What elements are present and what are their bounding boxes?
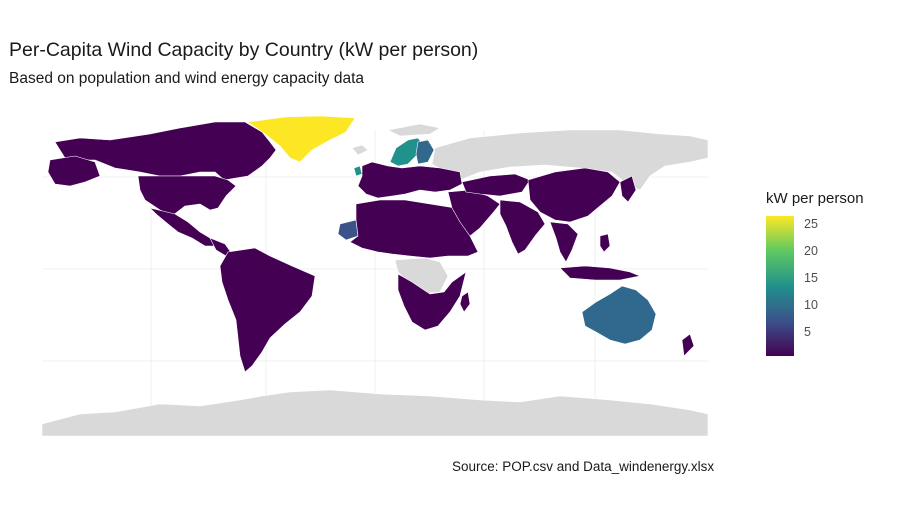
map-region-indonesia: [559, 265, 641, 281]
map-region-greenland: [247, 115, 356, 163]
map-region-philippines: [599, 233, 611, 253]
map-region-western-europe: [357, 161, 463, 199]
legend-tick-mark: [794, 277, 799, 279]
source-caption: Source: POP.csv and Data_windenergy.xlsx: [452, 459, 715, 474]
map-region-madagascar: [459, 291, 471, 313]
map-region-antarctica: [41, 389, 709, 437]
map-region-usa: [137, 175, 237, 217]
map-region-mexico: [149, 207, 216, 247]
legend-tick-label: 5: [804, 324, 811, 339]
map-region-svalbard: [387, 123, 441, 137]
map-region-russia: [431, 129, 709, 191]
legend-tick-label: 20: [804, 244, 818, 258]
map-region-new-zealand: [681, 333, 695, 357]
map-region-japan: [619, 175, 637, 203]
map-region-southern-africa: [397, 271, 467, 331]
map-region-alaska: [47, 155, 101, 187]
legend-tick-label: 10: [804, 297, 818, 312]
legend-tick-label: 15: [804, 270, 818, 285]
map-region-western-sahara: [337, 219, 359, 241]
map-region-north-africa: [349, 199, 479, 259]
legend-tick-label: 25: [804, 217, 818, 232]
map-region-central-asia: [461, 173, 531, 197]
map-region-ireland: [353, 165, 363, 177]
legend-title: kW per person: [766, 190, 864, 207]
map-region-southeast-asia: [549, 221, 579, 263]
map-region-canada: [54, 121, 277, 181]
page-subtitle: Based on population and wind energy capa…: [9, 70, 365, 87]
legend-tick-mark: [794, 331, 799, 333]
legend-tick-mark: [794, 251, 799, 252]
legend-tick-mark: [794, 224, 799, 226]
map-region-china: [527, 167, 621, 223]
legend-tick-mark: [794, 304, 799, 306]
page-title: Per-Capita Wind Capacity by Country (kW …: [9, 39, 479, 61]
map-region-south-asia: [499, 199, 546, 255]
map-region-finland: [415, 139, 435, 165]
map-region-south-america: [219, 247, 316, 373]
legend-colorbar: [766, 216, 794, 356]
map-region-iceland: [351, 144, 369, 156]
map-region-australia: [581, 285, 657, 345]
map-region-middle-africa: [394, 257, 449, 295]
